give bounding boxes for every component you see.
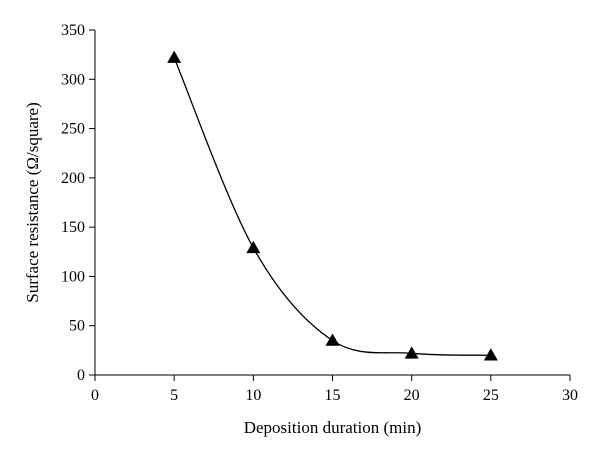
data-series bbox=[173, 57, 491, 356]
y-tick-label: 150 bbox=[61, 219, 85, 236]
data-point-marker bbox=[325, 333, 340, 346]
y-tick-label: 100 bbox=[61, 268, 85, 285]
x-tick-label: 15 bbox=[325, 387, 341, 404]
x-tick-label: 10 bbox=[245, 387, 261, 404]
y-axis-title: Surface resistance (Ω/square) bbox=[23, 102, 42, 302]
data-point-marker bbox=[483, 348, 498, 361]
data-markers bbox=[167, 50, 498, 361]
axes bbox=[94, 30, 570, 376]
x-tick-label: 30 bbox=[562, 387, 578, 404]
y-tick-label: 0 bbox=[77, 367, 85, 384]
x-tick-label: 20 bbox=[404, 387, 420, 404]
x-tick-label: 5 bbox=[170, 387, 178, 404]
y-tick-label: 250 bbox=[61, 121, 85, 138]
x-axis-title: Deposition duration (min) bbox=[244, 418, 422, 437]
tick-marks bbox=[89, 29, 571, 381]
data-point-marker bbox=[404, 346, 419, 359]
y-tick-label: 300 bbox=[61, 71, 85, 88]
series-line bbox=[173, 57, 491, 356]
y-tick-label: 200 bbox=[61, 170, 85, 187]
y-tick-label: 350 bbox=[61, 22, 85, 39]
y-tick-label: 50 bbox=[69, 318, 85, 335]
data-point-marker bbox=[246, 240, 261, 254]
data-point-marker bbox=[167, 50, 182, 63]
x-tick-label: 25 bbox=[483, 387, 499, 404]
x-tick-label: 0 bbox=[91, 387, 99, 404]
